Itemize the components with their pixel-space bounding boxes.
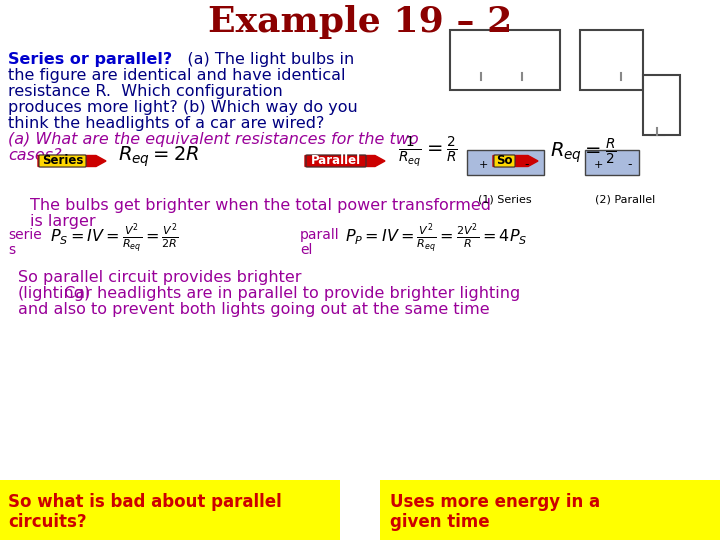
Text: Uses more energy in a: Uses more energy in a <box>390 493 600 511</box>
FancyArrow shape <box>493 156 538 166</box>
Text: Series: Series <box>42 154 84 167</box>
Text: $R_{eq} = \frac{R}{2}$: $R_{eq} = \frac{R}{2}$ <box>550 137 616 167</box>
Text: is larger: is larger <box>30 214 96 229</box>
Text: -: - <box>525 159 529 172</box>
Text: Example 19 – 2: Example 19 – 2 <box>208 5 512 39</box>
Bar <box>467 150 544 175</box>
Circle shape <box>644 102 670 128</box>
Text: +: + <box>478 160 487 170</box>
Bar <box>473 72 489 80</box>
Text: So: So <box>496 154 513 167</box>
Bar <box>649 127 665 135</box>
Text: cases?: cases? <box>8 148 62 163</box>
Text: and also to prevent both lights going out at the same time: and also to prevent both lights going ou… <box>18 302 490 317</box>
Text: s: s <box>8 243 15 257</box>
Text: +: + <box>593 160 603 170</box>
FancyArrow shape <box>38 156 106 166</box>
FancyArrow shape <box>305 156 385 166</box>
Text: (1) Series: (1) Series <box>478 195 532 205</box>
Bar <box>613 72 629 80</box>
FancyBboxPatch shape <box>306 155 366 167</box>
Bar <box>380 480 720 540</box>
Text: given time: given time <box>390 513 490 531</box>
Text: el: el <box>300 243 312 257</box>
Text: $\frac{1}{R_{eq}} = \frac{2}{R}$: $\frac{1}{R_{eq}} = \frac{2}{R}$ <box>398 135 458 169</box>
Text: (a) The light bulbs in: (a) The light bulbs in <box>8 52 354 67</box>
FancyBboxPatch shape <box>39 155 86 167</box>
Bar <box>0 480 340 540</box>
Text: Series or parallel?: Series or parallel? <box>8 52 172 67</box>
Text: Parallel: Parallel <box>311 154 361 167</box>
Text: $P_S = IV = \frac{V^2}{R_{eq}} = \frac{V^2}{2R}$: $P_S = IV = \frac{V^2}{R_{eq}} = \frac{V… <box>50 222 179 256</box>
Text: serie: serie <box>8 228 42 242</box>
Circle shape <box>468 47 494 73</box>
Text: the figure are identical and have identical: the figure are identical and have identi… <box>8 68 346 83</box>
Text: The bulbs get brighter when the total power transformed: The bulbs get brighter when the total po… <box>30 198 491 213</box>
Text: produces more light? (b) Which way do you: produces more light? (b) Which way do yo… <box>8 100 358 115</box>
Text: So parallel circuit provides brighter: So parallel circuit provides brighter <box>18 270 302 285</box>
Circle shape <box>608 47 634 73</box>
Text: $P_P = IV = \frac{V^2}{R_{eq}} = \frac{2V^2}{R} = 4P_S$: $P_P = IV = \frac{V^2}{R_{eq}} = \frac{2… <box>345 222 527 256</box>
Text: parall: parall <box>300 228 340 242</box>
Bar <box>585 150 639 175</box>
Text: Car headlights are in parallel to provide brighter lighting: Car headlights are in parallel to provid… <box>18 286 521 301</box>
Bar <box>643 75 680 135</box>
Text: (lighting): (lighting) <box>18 286 91 301</box>
Text: $R_{eq} = 2R$: $R_{eq} = 2R$ <box>118 145 199 169</box>
Text: think the headlights of a car are wired?: think the headlights of a car are wired? <box>8 116 325 131</box>
Text: So what is bad about parallel: So what is bad about parallel <box>8 493 282 511</box>
Text: (a) What are the equivalent resistances for the two: (a) What are the equivalent resistances … <box>8 132 418 147</box>
Text: resistance R.  Which configuration: resistance R. Which configuration <box>8 84 283 99</box>
Bar <box>580 30 643 90</box>
FancyBboxPatch shape <box>494 155 515 167</box>
Text: (2) Parallel: (2) Parallel <box>595 195 655 205</box>
Text: circuits?: circuits? <box>8 513 86 531</box>
Circle shape <box>508 47 534 73</box>
Text: -: - <box>627 159 631 172</box>
Bar <box>450 30 560 90</box>
Bar <box>513 72 529 80</box>
